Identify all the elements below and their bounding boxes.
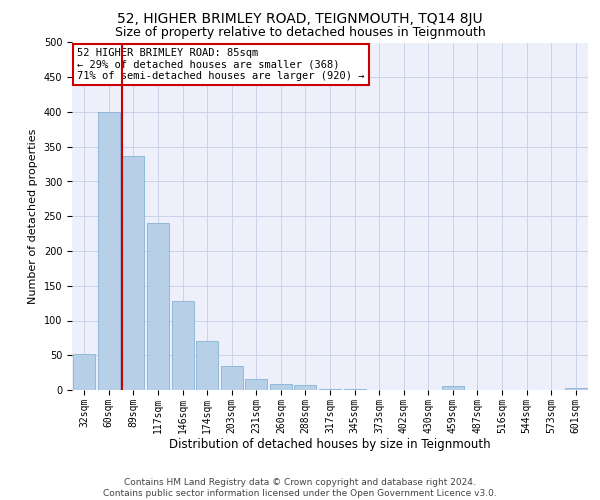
Y-axis label: Number of detached properties: Number of detached properties [28, 128, 38, 304]
Bar [172, 301, 194, 390]
Bar [245, 379, 268, 390]
Bar [196, 342, 218, 390]
Bar [221, 366, 243, 390]
Bar [295, 385, 316, 390]
Bar [565, 388, 587, 390]
Text: 52 HIGHER BRIMLEY ROAD: 85sqm
← 29% of detached houses are smaller (368)
71% of : 52 HIGHER BRIMLEY ROAD: 85sqm ← 29% of d… [77, 48, 365, 81]
Bar [73, 354, 95, 390]
X-axis label: Distribution of detached houses by size in Teignmouth: Distribution of detached houses by size … [169, 438, 491, 452]
Text: 52, HIGHER BRIMLEY ROAD, TEIGNMOUTH, TQ14 8JU: 52, HIGHER BRIMLEY ROAD, TEIGNMOUTH, TQ1… [117, 12, 483, 26]
Bar [98, 112, 120, 390]
Bar [442, 386, 464, 390]
Bar [147, 223, 169, 390]
Bar [270, 384, 292, 390]
Text: Size of property relative to detached houses in Teignmouth: Size of property relative to detached ho… [115, 26, 485, 39]
Text: Contains HM Land Registry data © Crown copyright and database right 2024.
Contai: Contains HM Land Registry data © Crown c… [103, 478, 497, 498]
Bar [122, 156, 145, 390]
Bar [319, 388, 341, 390]
